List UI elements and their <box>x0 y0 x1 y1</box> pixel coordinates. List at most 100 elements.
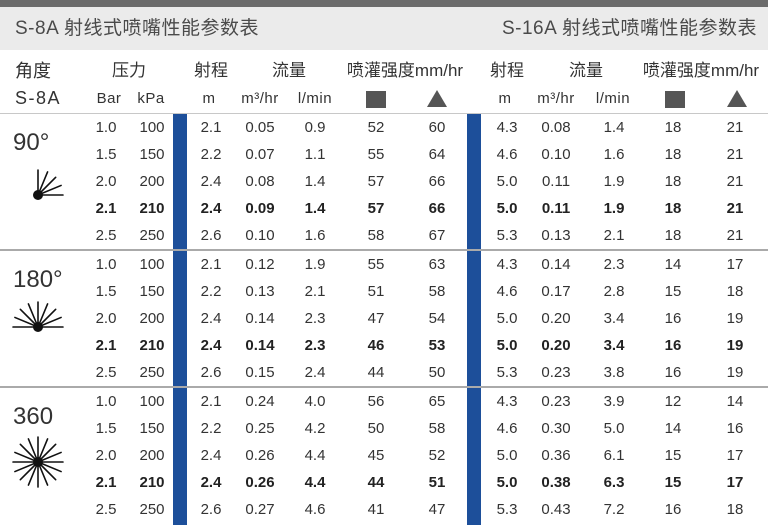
spray-180-degree-icon <box>12 301 64 332</box>
s8a-intensity-square-cell: 44 <box>367 364 385 381</box>
s8a-radius-m-cell: 2.6 <box>200 364 222 381</box>
s8a-intensity-triangle-cell: 58 <box>428 283 446 300</box>
pressure-kpa-cell: 210 <box>139 474 165 491</box>
s16a-flow-m3hr-cell: 0.38 <box>541 474 571 491</box>
s8a-intensity-square-cell: 55 <box>367 256 385 273</box>
s16a-flow-lmin-cell: 1.6 <box>603 146 625 163</box>
s8a-table-title: S-8A 射线式喷嘴性能参数表 <box>15 18 259 39</box>
s16a-radius-m-cell: 5.0 <box>496 173 518 190</box>
pressure-bar-cell: 2.5 <box>95 364 117 381</box>
s8a-flow-lmin-cell: 4.4 <box>304 474 326 491</box>
pressure-bar-cell: 1.5 <box>95 420 117 437</box>
s8a-flow-m3hr-cell: 0.09 <box>245 200 275 217</box>
s8a-intensity-square-cell: 50 <box>367 420 385 437</box>
s8a-intensity-square-cell: 47 <box>367 310 385 327</box>
s16a-intensity-triangle-cell: 19 <box>726 310 744 327</box>
pressure-bar-cell: 2.0 <box>95 173 117 190</box>
s8a-radius-m-cell: 2.1 <box>200 256 222 273</box>
s16a-intensity-square-cell: 14 <box>664 420 682 437</box>
s8a-radius-m-cell: 2.1 <box>200 119 222 136</box>
s8a-flow-lmin-cell: 2.3 <box>304 310 326 327</box>
s8a-radius-unit: m <box>202 90 216 107</box>
table-row: 2.5 250 2.6 0.10 1.6 58 67 5.3 0.13 2.1 18 21 <box>0 222 768 249</box>
s16a-intensity-square-cell: 16 <box>664 501 682 518</box>
s8a-intensity-triangle-cell: 47 <box>428 501 446 518</box>
s8a-flow-m3hr-cell: 0.15 <box>245 364 275 381</box>
s16a-intensity-triangle-cell: 18 <box>726 283 744 300</box>
s8a-radius-header: 射程 <box>194 61 228 80</box>
s16a-radius-m-cell: 4.6 <box>496 420 518 437</box>
square-spacing-icon <box>665 91 685 108</box>
s16a-intensity-square-cell: 18 <box>664 200 682 217</box>
pressure-bar-cell: 1.0 <box>95 256 117 273</box>
pressure-kpa-cell: 150 <box>139 420 165 437</box>
s16a-column-divider-bar <box>467 114 481 525</box>
table-row: 2.0 200 2.4 0.26 4.4 45 52 5.0 0.36 6.1 15 17 <box>0 442 768 469</box>
s16a-intensity-triangle-cell: 21 <box>726 119 744 136</box>
s16a-intensity-square-cell: 15 <box>664 447 682 464</box>
s8a-intensity-square-cell: 58 <box>367 227 385 244</box>
s8a-radius-m-cell: 2.4 <box>200 173 222 190</box>
s16a-flow-m3hr-cell: 0.30 <box>541 420 571 437</box>
pressure-kpa-cell: 200 <box>139 310 165 327</box>
pressure-kpa-cell: 100 <box>139 393 165 410</box>
table-row: 2.0 200 2.4 0.08 1.4 57 66 5.0 0.11 1.9 18 21 <box>0 168 768 195</box>
s8a-intensity-triangle-cell: 66 <box>428 173 446 190</box>
s16a-radius-m-cell: 5.3 <box>496 227 518 244</box>
s16a-intensity-square-cell: 14 <box>664 256 682 273</box>
s16a-flow-lmin-cell: 3.4 <box>603 337 625 354</box>
s16a-radius-unit: m <box>498 90 512 107</box>
s8a-intensity-triangle-cell: 58 <box>428 420 446 437</box>
pressure-kpa-cell: 250 <box>139 227 165 244</box>
table-row: 2.1 210 2.4 0.09 1.4 57 66 5.0 0.11 1.9 18 21 <box>0 195 768 222</box>
s8a-flow-m3hr-cell: 0.26 <box>245 474 275 491</box>
s8a-intensity-square-cell: 57 <box>367 173 385 190</box>
s16a-flow-m3hr-cell: 0.10 <box>541 146 571 163</box>
s16a-flow-m3hr-cell: 0.11 <box>541 200 571 217</box>
s8a-flow-lmin-cell: 1.1 <box>304 146 326 163</box>
s16a-flow-lmin-cell: 1.9 <box>603 173 625 190</box>
s16a-table-title: S-16A 射线式喷嘴性能参数表 <box>501 18 757 39</box>
table-row: 1.0 100 2.1 0.05 0.9 52 60 4.3 0.08 1.4 18 21 <box>0 114 768 141</box>
triangle-spacing-icon <box>727 90 747 107</box>
s8a-flow-lmin-cell: 4.2 <box>304 420 326 437</box>
pressure-bar-cell: 1.0 <box>95 393 117 410</box>
s16a-flow-lmin-cell: 2.1 <box>603 227 625 244</box>
s8a-intensity-triangle-cell: 53 <box>428 337 446 354</box>
s16a-flow-lmin-cell: 3.4 <box>603 310 625 327</box>
table-row: 2.0 200 2.4 0.14 2.3 47 54 5.0 0.20 3.4 16 19 <box>0 305 768 332</box>
table-row: 1.5 150 2.2 0.13 2.1 51 58 4.6 0.17 2.8 15 18 <box>0 278 768 305</box>
s16a-radius-m-cell: 5.0 <box>496 447 518 464</box>
s8a-flow-lmin-unit: l/min <box>297 90 333 107</box>
s16a-radius-m-cell: 5.3 <box>496 364 518 381</box>
s16a-intensity-square-cell: 16 <box>664 364 682 381</box>
s16a-intensity-triangle-cell: 19 <box>726 364 744 381</box>
header-divider <box>0 113 768 114</box>
s8a-intensity-square-cell: 45 <box>367 447 385 464</box>
data-rows: 1.0 100 2.1 0.05 0.9 52 60 4.3 0.08 1.4 18 21 1.5 150… <box>0 114 768 249</box>
s8a-intensity-triangle-cell: 67 <box>428 227 446 244</box>
s16a-flow-lmin-cell: 1.4 <box>603 119 625 136</box>
s8a-radius-m-cell: 2.2 <box>200 420 222 437</box>
s8a-flow-lmin-cell: 4.0 <box>304 393 326 410</box>
spray-angle-group: 360 1.0 100 2.1 0.24 4.0 56 65 4.3 0.23 3.9 12 14 1.5… <box>0 388 768 523</box>
s16a-radius-m-cell: 5.0 <box>496 474 518 491</box>
pressure-bar-cell: 2.0 <box>95 310 117 327</box>
s16a-flow-lmin-cell: 6.3 <box>603 474 625 491</box>
s8a-flow-lmin-cell: 4.6 <box>304 501 326 518</box>
table-row: 1.5 150 2.2 0.07 1.1 55 64 4.6 0.10 1.6 18 21 <box>0 141 768 168</box>
s16a-intensity-square-cell: 15 <box>664 474 682 491</box>
s16a-intensity-triangle-cell: 14 <box>726 393 744 410</box>
s8a-flow-lmin-cell: 4.4 <box>304 447 326 464</box>
s8a-radius-m-cell: 2.6 <box>200 501 222 518</box>
pressure-column-header: 压力 <box>112 61 146 80</box>
s8a-intensity-triangle-cell: 52 <box>428 447 446 464</box>
s16a-flow-m3hr-cell: 0.43 <box>541 501 571 518</box>
s8a-radius-m-cell: 2.4 <box>200 474 222 491</box>
s16a-intensity-square-cell: 16 <box>664 337 682 354</box>
s16a-flow-lmin-cell: 3.9 <box>603 393 625 410</box>
pressure-bar-cell: 2.0 <box>95 447 117 464</box>
table-row: 2.1 210 2.4 0.26 4.4 44 51 5.0 0.38 6.3 15 17 <box>0 469 768 496</box>
pressure-bar-cell: 1.0 <box>95 119 117 136</box>
spray-angle-label: 90° <box>13 129 50 156</box>
